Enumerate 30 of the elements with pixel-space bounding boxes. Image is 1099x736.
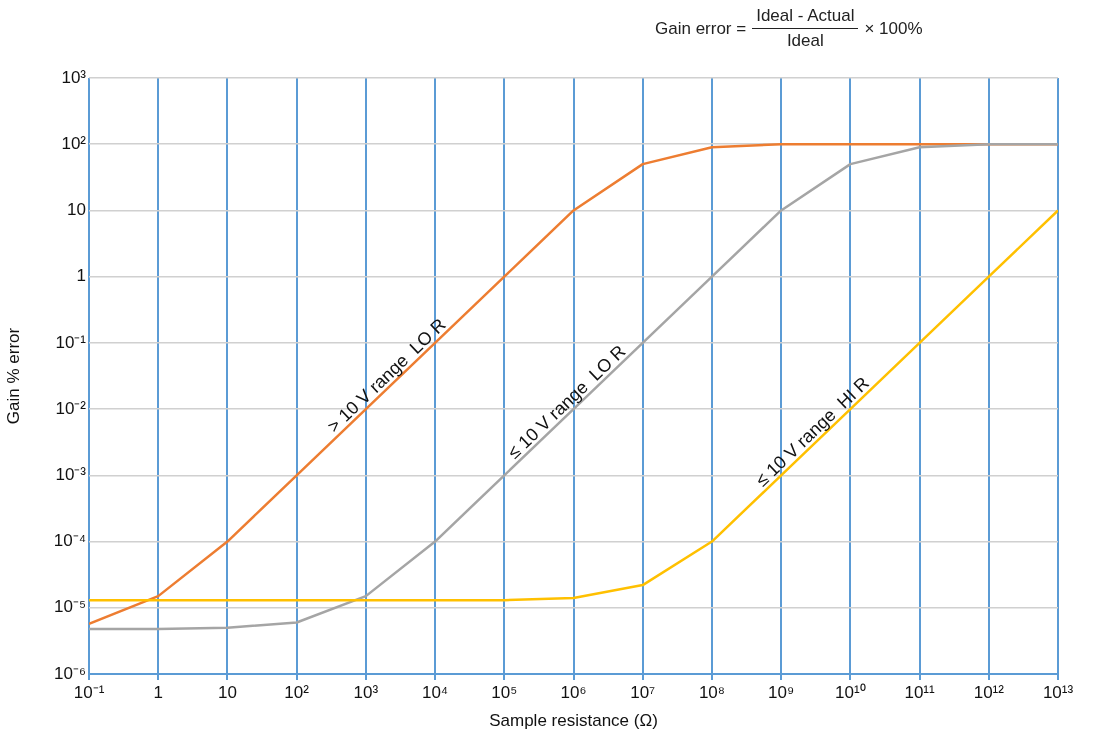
y-tick-label: 10³ [61,67,87,87]
text: Gain error = [655,18,747,39]
x-tick-label: 10¹⁰ [835,682,866,702]
x-tick-label: 10⁷ [630,682,656,702]
x-tick-label: 10⁸ [698,682,725,702]
y-tick-label: 10⁻¹ [55,332,87,352]
x-axis-title: Sample resistance (Ω) [489,711,658,731]
x-tick-label: 10¹³ [1042,682,1074,702]
y-tick-label: 10² [61,133,87,153]
x-tick-label: 10⁶ [560,682,587,702]
x-tick-label: 10² [284,682,310,702]
y-tick-label: 10⁻⁴ [53,531,86,551]
x-tick-label: 10¹² [973,682,1005,702]
y-tick-label: 10⁻² [55,398,87,418]
x-tick-label: 10⁴ [421,682,449,702]
text: × 100% [864,18,923,39]
y-tick-label: 10⁻⁶ [54,663,86,683]
x-tick-label: 10⁹ [768,682,795,702]
y-tick-label: 10⁻³ [55,465,87,485]
x-tick-label: 10¹¹ [904,682,936,702]
y-axis-title: Gain % error [3,327,23,425]
x-tick-label: 1 [153,682,163,702]
y-tick-label: 1 [76,266,86,286]
x-tick-label: 10⁵ [491,682,518,702]
x-tick-label: 10³ [353,682,379,702]
text: Ideal - Actual [752,6,859,29]
text: Ideal [786,30,824,51]
y-tick-label: 10⁻⁵ [54,597,86,617]
y-tick-label: 10 [67,200,86,220]
x-tick-label: 10 [217,682,237,702]
